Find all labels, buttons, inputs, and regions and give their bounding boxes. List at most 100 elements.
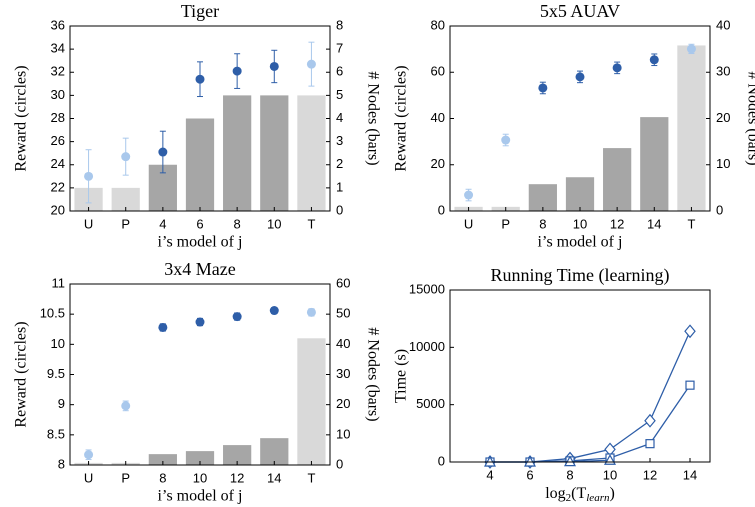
x-tick-label: 4 [486,467,493,482]
bar [528,184,557,211]
y-tick-label: 10 [51,336,65,351]
y2-tick-label: 20 [716,110,730,125]
point [575,72,585,82]
y2-tick-label: 6 [336,64,343,79]
y2-tick-label: 0 [336,202,343,217]
x-axis-label-part: 2 [566,492,572,504]
y2-tick-label: 40 [336,336,350,351]
x-axis-label-part: ) [609,485,614,502]
x-tick-label: 6 [196,216,203,231]
y2-tick-label: 0 [336,456,343,471]
y2-tick-label: 8 [336,17,343,32]
chart-title: 5x5 AUAV [540,1,620,21]
x-axis-label-part: learn [586,492,610,504]
marker [684,324,696,339]
x-axis-label: i’s model of j [158,488,243,505]
y2-tick-label: 60 [336,275,350,290]
y-tick-label: 20 [431,156,445,171]
marker [645,439,655,449]
y2-tick-label: 10 [336,426,350,441]
y2-tick-label: 4 [336,110,343,125]
x-tick-label: P [121,216,130,231]
y2-tick-label: 10 [716,156,730,171]
y2-tick-label: 30 [716,64,730,79]
y-tick-label: 10.5 [40,306,65,321]
y-tick-label: 22 [51,179,65,194]
y-axis-label: Reward (circles) [393,65,410,171]
bar [297,95,326,211]
bar [185,451,215,465]
y-tick-label: 26 [51,133,65,148]
series-line [490,384,691,463]
point [649,55,659,65]
bar [223,445,252,465]
x-tick-label: 8 [566,467,573,482]
point [158,322,168,332]
x-axis-label-part: log [545,485,565,502]
x-tick-label: 4 [159,216,166,231]
x-tick-label: T [307,216,315,231]
point [612,63,622,73]
plot-frame [449,289,711,463]
y-tick-label: 34 [51,41,65,56]
x-tick-label: U [84,470,93,485]
x-tick-label: U [84,216,93,231]
x-tick-label: 10 [573,216,587,231]
marker [644,413,656,428]
y2-tick-label: 50 [336,306,350,321]
x-tick-label: 10 [267,216,281,231]
y-tick-label: 80 [431,17,445,32]
y-axis-label: Reward (circles) [13,321,30,427]
x-axis-label: i’s model of j [538,234,623,251]
point [195,317,205,327]
y2-axis-label: # Nodes (bars) [364,71,381,165]
point [538,83,548,93]
x-axis-label-part: (T [571,485,586,502]
x-tick-label: T [687,216,695,231]
x-axis-label: i’s model of j [158,234,243,251]
y-tick-label: 10000 [409,339,445,354]
x-tick-label: 14 [647,216,661,231]
y2-tick-label: 30 [336,366,350,381]
x-tick-label: 12 [643,467,657,482]
series-line [490,331,691,463]
y-tick-label: 30 [51,87,65,102]
point [306,307,316,317]
x-tick-label: 12 [230,470,244,485]
y-tick-label: 15000 [409,281,445,296]
x-tick-label: 6 [526,467,533,482]
bar [148,454,177,465]
bar [111,187,140,211]
bar [260,95,289,211]
x-tick-label: 14 [267,470,281,485]
point [158,147,168,157]
x-tick-label: 12 [610,216,624,231]
y-tick-label: 8 [58,456,65,471]
point [84,171,94,181]
point [195,74,205,84]
y2-axis-label: # Nodes (bars) [364,327,381,421]
y2-tick-label: 1 [336,179,343,194]
plot-frame [449,25,711,212]
point [232,312,242,322]
point [501,135,511,145]
chart-title: Tiger [181,1,219,21]
y-tick-label: 40 [431,110,445,125]
y-tick-label: 5000 [416,396,445,411]
x-tick-label: T [307,470,315,485]
plot-frame [69,283,331,466]
y-tick-label: 24 [51,156,65,171]
bar [603,148,632,211]
bar [677,45,706,211]
x-tick-label: U [464,216,473,231]
y-tick-label: 28 [51,110,65,125]
y-tick-label: 0 [438,202,445,217]
chart-title: 3x4 Maze [164,259,235,279]
y-tick-label: 9.5 [47,366,65,381]
y2-tick-label: 3 [336,133,343,148]
y-tick-label: 60 [431,64,445,79]
y2-tick-label: 7 [336,41,343,56]
point [686,44,696,54]
bar [260,438,289,465]
